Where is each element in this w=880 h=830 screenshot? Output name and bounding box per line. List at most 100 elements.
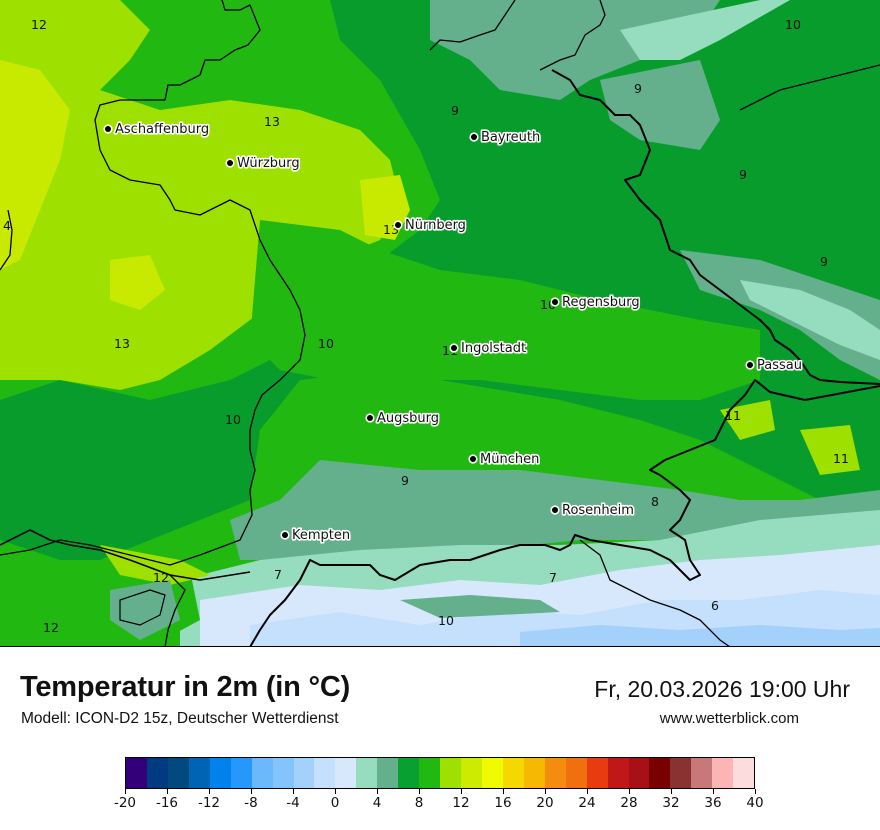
forecast-datetime: Fr, 20.03.2026 19:00 Uhr: [594, 676, 850, 702]
colorbar-tick-mark: [712, 789, 714, 794]
contour-label: 12: [31, 17, 47, 32]
colorbar-tick-label: -8: [244, 795, 258, 811]
colorbar-tick-label: 32: [662, 795, 680, 811]
contour-label: 10: [785, 17, 801, 32]
colorbar-segment: [502, 758, 524, 788]
city-marker-nrnberg[interactable]: Nürnberg: [393, 216, 468, 235]
temp-zone-14-16: [0, 60, 70, 270]
city-dot-icon: [470, 456, 476, 462]
city-dot-icon: [552, 299, 558, 305]
colorbar-segment: [251, 758, 273, 788]
colorbar-segment: [586, 758, 608, 788]
colorbar-segment: [398, 758, 420, 788]
state-border-bavaria: [0, 0, 306, 566]
colorbar-segment: [335, 758, 357, 788]
colorbar-tick-mark: [376, 789, 378, 794]
contour-label: 7: [274, 567, 282, 582]
temperature-map[interactable]: 12 10 13 9 9 9 9 4 13 13 10 10 11 10 11 11 9 8 7 7 12 12 10 6 A…: [0, 0, 880, 647]
temp-zone-14-16-center: [110, 255, 165, 310]
city-marker-bayreuth[interactable]: Bayreuth: [469, 128, 542, 147]
contour-label: 9: [739, 167, 747, 182]
city-dot-icon: [451, 345, 457, 351]
city-label: Passau: [757, 358, 802, 373]
contour-label: 4: [3, 218, 11, 233]
colorbar-tick-mark: [460, 789, 462, 794]
colorbar-tick-mark: [670, 789, 672, 794]
temp-zone-12-14: [0, 0, 400, 390]
colorbar-tick-mark: [628, 789, 630, 794]
border-east-state: [739, 64, 880, 111]
city-label: Regensburg: [562, 295, 640, 310]
contour-label: 11: [725, 408, 741, 423]
border-lake: [119, 589, 166, 626]
colorbar-segment: [691, 758, 713, 788]
contour-label: 9: [820, 254, 828, 269]
colorbar-tick-label: 28: [620, 795, 638, 811]
colorbar-segment: [440, 758, 461, 788]
city-dot-icon: [227, 160, 233, 166]
temp-zone-neg4-neg2-alps: [520, 625, 880, 646]
colorbar-segment: [272, 758, 294, 788]
contour-label: 9: [401, 473, 409, 488]
colorbar-segment: [649, 758, 671, 788]
city-label: Kempten: [292, 528, 350, 543]
city-marker-mnchen[interactable]: München: [468, 450, 541, 469]
colorbar-tick-mark: [586, 789, 588, 794]
colorbar-tick-mark: [208, 789, 210, 794]
temp-zone-4-6-north: [620, 0, 790, 60]
colorbar-segment: [481, 758, 503, 788]
colorbar-segment: [293, 758, 315, 788]
colorbar-tick-mark: [334, 789, 336, 794]
city-label: Bayreuth: [481, 130, 540, 145]
city-marker-augsburg[interactable]: Augsburg: [365, 409, 441, 428]
website-link[interactable]: www.wetterblick.com: [659, 710, 799, 727]
city-label: Aschaffenburg: [115, 122, 209, 137]
city-marker-ingolstadt[interactable]: Ingolstadt: [449, 339, 528, 358]
colorbar-ticks: -20 -16 -12 -8 -4 0 4 8 12 16 20 24 28 32 36 40: [114, 789, 764, 819]
border-czech-north: [539, 0, 606, 71]
cities: Aschaffenburg Würzburg Bayreuth Nürnberg Reg…: [103, 120, 804, 545]
city-label: Nürnberg: [405, 218, 466, 233]
temp-zone-6-8-alps-band: [400, 595, 560, 618]
colorbar-tick-label: 8: [414, 795, 424, 811]
city-marker-rosenheim[interactable]: Rosenheim: [550, 501, 636, 520]
contour-label: 9: [634, 81, 642, 96]
colorbar-tick-mark: [250, 789, 252, 794]
colorbar-segment: [523, 758, 545, 788]
colorbar-segment: [670, 758, 692, 788]
city-label: Würzburg: [237, 156, 300, 171]
colorbar-tick-label: 20: [536, 795, 554, 811]
colorbar-tick-mark: [754, 789, 756, 794]
city-dot-icon: [471, 134, 477, 140]
colorbar-segment: [607, 758, 629, 788]
contour-label: 13: [264, 114, 280, 129]
colorbar-segment: [544, 758, 566, 788]
city-marker-aschaffenburg[interactable]: Aschaffenburg: [103, 120, 211, 139]
city-dot-icon: [552, 507, 558, 513]
temp-zone-6-8-northeast: [600, 60, 720, 150]
colorbar-tick-label: -16: [155, 795, 179, 811]
city-dot-icon: [282, 532, 288, 538]
contour-label: 10: [438, 613, 454, 628]
contour-label: 7: [549, 570, 557, 585]
contour-label: 10: [225, 412, 241, 427]
city-marker-passau[interactable]: Passau: [745, 356, 804, 375]
colorbar-segment: [314, 758, 336, 788]
colorbar-segment: [377, 758, 399, 788]
colorbar-tick-label: 0: [330, 795, 340, 811]
colorbar-tick-mark: [292, 789, 294, 794]
chart-title: Temperatur in 2m (in °C): [20, 671, 351, 703]
border-liechtenstein: [164, 574, 186, 646]
city-label: Rosenheim: [562, 503, 634, 518]
city-marker-wrzburg[interactable]: Würzburg: [225, 154, 301, 173]
border-west: [0, 209, 13, 271]
city-marker-kempten[interactable]: Kempten: [280, 526, 352, 545]
border-north-saxony: [429, 0, 516, 51]
colorbar-segment: [167, 758, 189, 788]
colorbar-segment: [146, 758, 168, 788]
temperature-colorbar: [125, 757, 755, 789]
city-marker-regensburg[interactable]: Regensburg: [550, 293, 641, 312]
colorbar-segment: [461, 758, 482, 788]
borders: [0, 0, 880, 646]
